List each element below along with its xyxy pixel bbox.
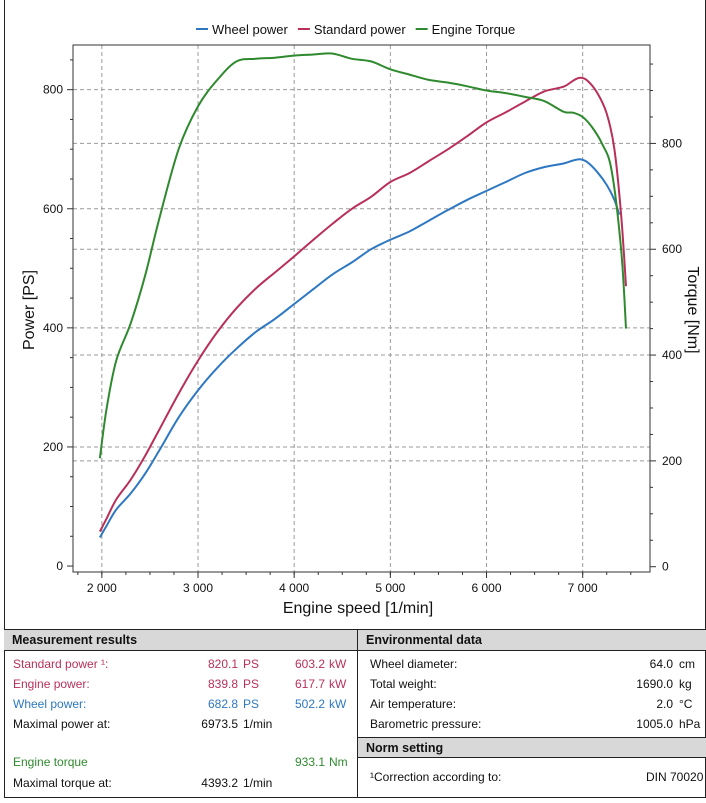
engine-torque-line [98,52,627,459]
environmental-data-panel: Environmental data Wheel diameter: 64.0 … [358,629,706,798]
maximal-torque-unit: 1/min [243,776,273,790]
wheel-diameter-row: Wheel diameter: 64.0 cm [370,655,706,673]
standard-power-label: Standard power ¹: [13,657,109,671]
y2-tick-label: 200 [662,454,682,468]
engine-power-kw-unit: kW [329,677,347,691]
y-tick-label: 800 [43,83,63,97]
wheel-power-kw-unit: kW [329,697,347,711]
axis-ticks: 2 000 3 000 4 000 5 000 6 000 7 000 0 200 400 600… [43,59,682,595]
engine-torque-legend-label: Engine Torque [432,22,516,37]
engine-power-ps-unit: PS [243,677,260,691]
standard-power-kw-unit: kW [329,657,347,671]
plot-frame [72,44,651,573]
engine-power-row: Engine power: 839.8 PS 617.7 kW [13,675,353,693]
x-tick-label: 6 000 [472,581,502,595]
maximal-power-row: Maximal power at: 6973.5 1/min [13,715,353,733]
standard-power-row: Standard power ¹: 820.1 PS 603.2 kW [13,655,353,673]
x-tick-label: 2 000 [87,581,117,595]
barometric-pressure-value: 1005.0 [636,717,673,731]
maximal-torque-rpm: 4393.2 [201,776,238,790]
norm-correction-value: DIN 70020 [646,770,704,784]
series-lines [98,52,627,538]
total-weight-value: 1690.0 [636,677,673,691]
wheel-diameter-unit: cm [679,657,695,671]
maximal-power-unit: 1/min [243,717,273,731]
total-weight-label: Total weight: [370,677,437,691]
y2-tick-label: 0 [662,560,669,574]
y2-tick-label: 400 [662,348,682,362]
y-tick-label: 0 [56,559,63,573]
wheel-power-label: Wheel power: [13,697,87,711]
grid [73,45,650,572]
engine-torque-value: 933.1 [294,755,325,769]
air-temperature-label: Air temperature: [370,697,457,711]
norm-correction-row: ¹Correction according to: DIN 70020 [370,768,706,786]
standard-power-ps-unit: PS [243,657,260,671]
maximal-power-label: Maximal power at: [13,717,111,731]
wheel-power-ps-unit: PS [243,697,260,711]
barometric-pressure-unit: hPa [679,717,701,731]
engine-power-ps: 839.8 [207,677,238,691]
standard-power-line [99,76,627,532]
engine-power-kw: 617.7 [294,677,325,691]
norm-correction-label: ¹Correction according to: [370,770,502,784]
maximal-power-rpm: 6973.5 [201,717,238,731]
maximal-torque-label: Maximal torque at: [13,776,112,790]
environmental-data-title: Environmental data [358,630,706,651]
total-weight-row: Total weight: 1690.0 kg [370,675,706,693]
y-tick-label: 400 [43,321,63,335]
air-temperature-unit: °C [679,697,693,711]
barometric-pressure-row: Barometric pressure: 1005.0 hPa [370,715,706,733]
x-tick-label: 5 000 [375,581,405,595]
wheel-diameter-value: 64.0 [649,657,673,671]
engine-torque-unit: Nm [329,755,348,769]
y2-tick-label: 800 [662,136,682,150]
power-torque-chart: 2 000 3 000 4 000 5 000 6 000 7 000 0 200 400 600… [21,22,701,617]
standard-power-ps: 820.1 [207,657,238,671]
engine-torque-label: Engine torque [13,755,88,769]
y2-tick-label: 600 [662,242,682,256]
x-tick-label: 7 000 [568,581,598,595]
standard-power-legend-label: Standard power [314,22,406,37]
measurement-results-title: Measurement results [4,630,357,651]
wheel-power-ps: 682.8 [207,697,238,711]
engine-power-label: Engine power: [13,677,90,691]
standard-power-kw: 603.2 [294,657,325,671]
y-tick-label: 600 [43,202,63,216]
x-tick-label: 4 000 [279,581,309,595]
norm-setting-title: Norm setting [358,737,706,758]
y-tick-label: 200 [43,440,63,454]
legend: Wheel power Standard power Engine Torque [196,22,515,37]
wheel-power-row: Wheel power: 682.8 PS 502.2 kW [13,695,353,713]
air-temperature-row: Air temperature: 2.0 °C [370,695,706,713]
wheel-power-line [99,158,621,538]
maximal-torque-row: Maximal torque at: 4393.2 1/min [13,774,353,792]
total-weight-unit: kg [679,677,692,691]
x-tick-label: 3 000 [183,581,213,595]
measurement-results-panel: Measurement results Standard power ¹: 82… [4,629,358,798]
x-axis-label: Engine speed [1/min] [283,600,433,617]
engine-torque-row: Engine torque 933.1 Nm [13,753,353,771]
wheel-power-kw: 502.2 [294,697,325,711]
wheel-power-legend-label: Wheel power [212,22,289,37]
air-temperature-value: 2.0 [656,697,673,711]
y-axis-label: Power [PS] [21,270,38,350]
wheel-diameter-label: Wheel diameter: [370,657,458,671]
y2-axis-label: Torque [Nm] [684,266,701,353]
barometric-pressure-label: Barometric pressure: [370,717,482,731]
